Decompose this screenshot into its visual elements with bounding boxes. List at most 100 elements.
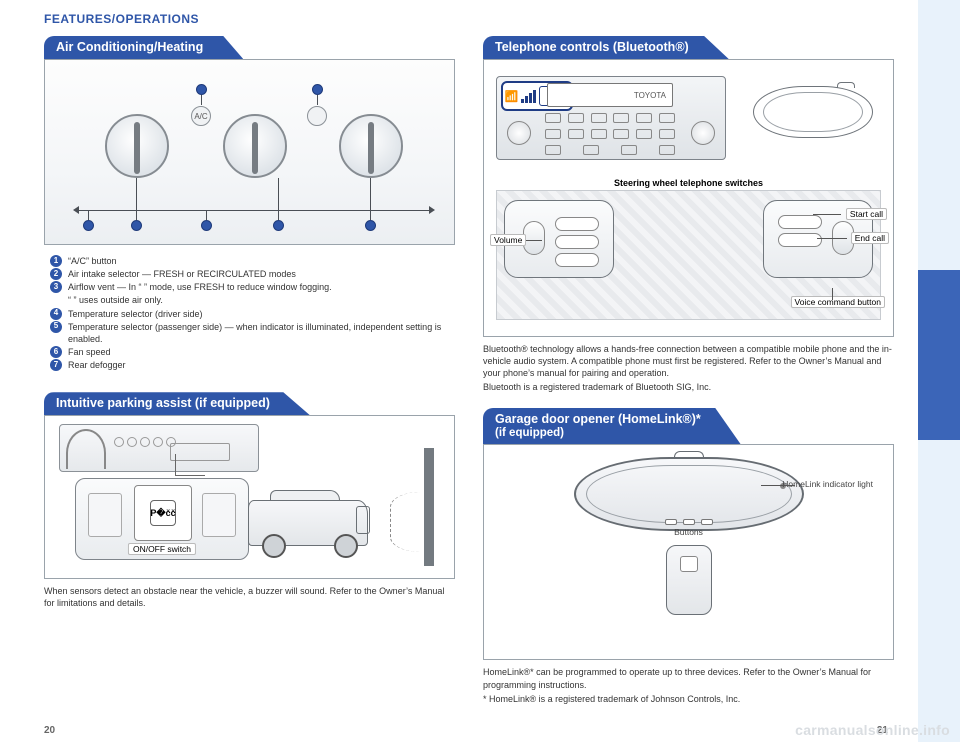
callout-2 [312,84,323,95]
mirror-mic-icon [753,86,873,138]
callout-1 [196,84,207,95]
ac-button-label: A/C [194,112,207,121]
legend-num-1: 1 [50,255,62,267]
legend-text-3b: “ ” uses outside air only. [68,294,449,306]
homelink-description: HomeLink®* can be programmed to operate … [483,666,894,690]
panel-ac-diagram: A/C [44,59,455,245]
left-column: Air Conditioning/Heating A/C [44,36,455,719]
tab-homelink: Garage door opener (HomeLink®)* (if equi… [483,408,741,445]
dial-temp [339,114,403,178]
recirc-button[interactable] [307,106,327,126]
audio-head-unit: 📶 BT TOYOTA [496,76,726,160]
left-pad-btn-2[interactable] [555,235,599,249]
switch-label: ON/OFF switch [128,543,196,555]
label-start-call: Start call [846,208,887,220]
callout-6 [131,220,142,231]
lead-b [136,178,137,220]
left-pad-btn-1[interactable] [555,217,599,231]
binder-strip [918,0,960,742]
zoom-inset: P�čč ON/OFF switch [75,478,249,560]
parking-switch[interactable]: P�čč [134,485,192,541]
dial-fan [105,114,169,178]
legend-num-4: 4 [50,308,62,320]
right-column: Telephone controls (Bluetooth®) 📶 BT TOY… [483,36,894,719]
legend-text-7: Rear defogger [68,359,449,371]
baseline [75,210,433,211]
end-call-button[interactable] [778,233,822,247]
parking-description: When sensors detect an obstacle near the… [44,585,455,609]
tab-homelink-line2: (if equipped) [495,427,701,441]
telephone-note: Bluetooth is a registered trademark of B… [483,381,894,393]
section-ac: Air Conditioning/Heating A/C [44,36,455,378]
sensor-arc [390,492,420,552]
radio-display: TOYOTA [547,83,673,107]
legend-num-3: 3 [50,281,62,293]
radio-row-1 [545,113,675,123]
radio-row-3 [545,145,675,155]
radio-brand: TOYOTA [634,91,666,100]
binder-tab [918,270,960,440]
leader-end [817,238,847,239]
panel-homelink: HomeLink indicator light Buttons [483,444,894,660]
arrow-left [73,206,79,214]
radio-row-2 [545,129,675,139]
homelink-footnote: * HomeLink® is a registered trademark of… [483,693,894,705]
garage-remote [666,545,712,615]
label-end-call: End call [851,232,889,244]
spread: FEATURES/OPERATIONS Air Conditioning/Hea… [0,0,918,742]
rearview-mirror [574,457,804,531]
section-header: FEATURES/OPERATIONS [44,12,894,26]
legend-num-5: 5 [50,321,62,333]
start-call-button[interactable] [778,215,822,229]
legend-text-6: Fan speed [68,346,449,358]
dial-airflow [223,114,287,178]
legend-num-7: 7 [50,359,62,371]
ac-legend: 1“A/C” button 2Air intake selector — FRE… [44,249,455,378]
callout-3 [365,220,376,231]
legend-text-2: Air intake selector — FRESH or RECIRCULA… [68,268,449,280]
inset-left-panel [88,493,122,537]
volume-rocker[interactable] [523,221,545,255]
lead-a [88,210,89,220]
tab-ac: Air Conditioning/Heating [44,36,243,59]
label-indicator: HomeLink indicator light [782,479,873,489]
dash-overview [59,424,259,472]
radio-knob-right[interactable] [691,121,715,145]
arrow-right [429,206,435,214]
callout-4 [273,220,284,231]
label-volume: Volume [490,234,526,246]
two-columns: Air Conditioning/Heating A/C [44,36,894,719]
antenna-icon: 📶 [505,90,519,103]
callout-7 [83,220,94,231]
legend-text-5: Temperature selector (passenger side) — … [68,321,449,345]
radio-knob-left[interactable] [507,121,531,145]
lead-d [278,178,279,220]
legend-text-3: Airflow vent — In “ ” mode, use FRESH to… [68,281,449,293]
legend-text-4: Temperature selector (driver side) [68,308,449,320]
legend-num-2: 2 [50,268,62,280]
legend-text-3a: Airflow vent — In “ ” mode, use FRESH to… [68,282,332,292]
section-telephone: Telephone controls (Bluetooth®) 📶 BT TOY… [483,36,894,394]
leader-2 [317,95,318,105]
remote-button[interactable] [680,556,698,572]
lead-c [206,210,207,220]
section-homelink: Garage door opener (HomeLink®)* (if equi… [483,408,894,705]
tab-telephone: Telephone controls (Bluetooth®) [483,36,729,59]
zoom-leader [175,454,205,476]
left-pad-btn-3[interactable] [555,253,599,267]
panel-parking: P�čč ON/OFF switch [44,415,455,579]
tab-parking: Intuitive parking assist (if equipped) [44,392,310,415]
panel-telephone: 📶 BT TOYOTA [483,59,894,337]
homelink-buttons[interactable] [665,519,713,525]
obstacle-wall [424,448,434,566]
label-buttons: Buttons [674,527,703,537]
signal-bars-icon [521,90,536,103]
callout-5 [201,220,212,231]
ac-button[interactable]: A/C [191,106,211,126]
dash-buttons [114,437,176,447]
parking-switch-icon: P�čč [150,500,176,526]
steering-outline-icon [66,429,106,469]
label-voice: Voice command button [791,296,885,308]
inset-right-panel [202,493,236,537]
leader-start [813,214,841,215]
